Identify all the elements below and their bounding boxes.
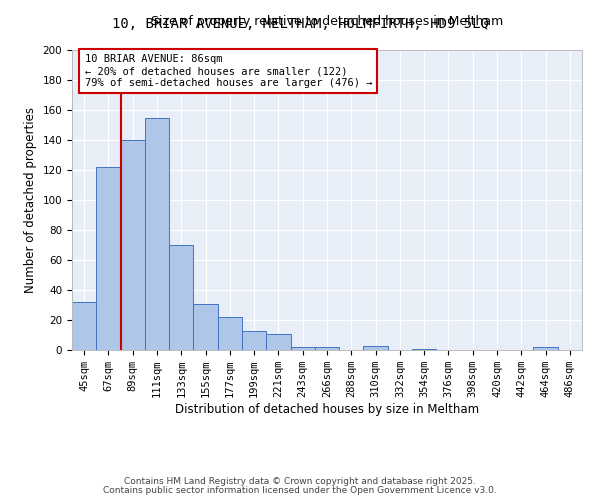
Y-axis label: Number of detached properties: Number of detached properties: [24, 107, 37, 293]
Bar: [193, 304, 218, 350]
X-axis label: Distribution of detached houses by size in Meltham: Distribution of detached houses by size …: [175, 403, 479, 416]
Bar: [242, 330, 266, 350]
Text: 10 BRIAR AVENUE: 86sqm
← 20% of detached houses are smaller (122)
79% of semi-de: 10 BRIAR AVENUE: 86sqm ← 20% of detached…: [85, 54, 372, 88]
Text: Contains public sector information licensed under the Open Government Licence v3: Contains public sector information licen…: [103, 486, 497, 495]
Text: Contains HM Land Registry data © Crown copyright and database right 2025.: Contains HM Land Registry data © Crown c…: [124, 478, 476, 486]
Bar: [145, 118, 169, 350]
Bar: [315, 347, 339, 350]
Bar: [121, 140, 145, 350]
Bar: [290, 347, 315, 350]
Bar: [218, 317, 242, 350]
Bar: [364, 346, 388, 350]
Text: 10, BRIAR AVENUE, MELTHAM, HOLMFIRTH, HD9 5LQ: 10, BRIAR AVENUE, MELTHAM, HOLMFIRTH, HD…: [112, 18, 488, 32]
Bar: [412, 348, 436, 350]
Title: Size of property relative to detached houses in Meltham: Size of property relative to detached ho…: [151, 15, 503, 28]
Bar: [96, 167, 121, 350]
Bar: [533, 347, 558, 350]
Bar: [266, 334, 290, 350]
Bar: [72, 302, 96, 350]
Bar: [169, 245, 193, 350]
